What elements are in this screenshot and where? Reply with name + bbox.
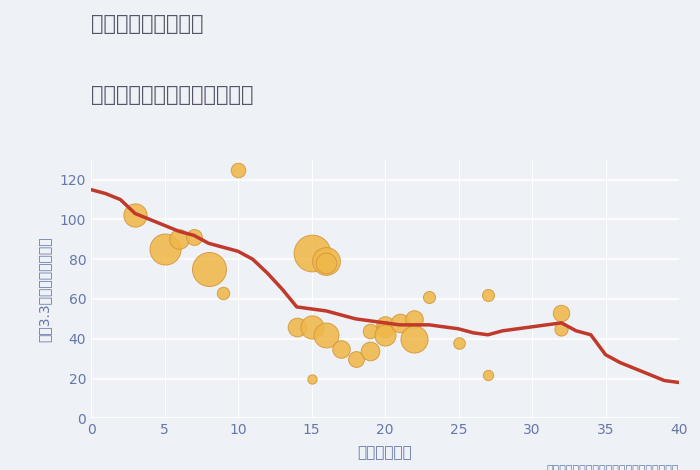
Point — [321, 259, 332, 267]
Point — [306, 323, 317, 330]
Point — [379, 331, 391, 338]
Point — [365, 327, 376, 335]
Point — [159, 245, 170, 253]
Text: 築年数別中古マンション価格: 築年数別中古マンション価格 — [91, 85, 253, 105]
X-axis label: 築年数（年）: 築年数（年） — [358, 446, 412, 461]
Point — [379, 321, 391, 329]
Point — [321, 258, 332, 265]
Point — [365, 347, 376, 354]
Point — [482, 291, 493, 299]
Point — [335, 345, 346, 352]
Point — [306, 250, 317, 257]
Point — [409, 335, 420, 343]
Point — [424, 293, 435, 301]
Point — [306, 375, 317, 382]
Point — [188, 234, 199, 241]
Point — [453, 339, 464, 346]
Point — [174, 235, 185, 243]
Point — [291, 323, 302, 330]
Text: 円の大きさは、取引のあった物件面積を示す: 円の大きさは、取引のあった物件面積を示す — [547, 465, 679, 470]
Point — [482, 371, 493, 378]
Point — [218, 289, 229, 297]
Point — [232, 166, 244, 173]
Point — [556, 309, 567, 317]
Y-axis label: 坪（3.3㎡）単価（万円）: 坪（3.3㎡）単価（万円） — [37, 236, 51, 342]
Point — [350, 355, 361, 362]
Point — [409, 315, 420, 322]
Point — [394, 319, 405, 327]
Point — [321, 331, 332, 338]
Point — [379, 325, 391, 333]
Point — [130, 212, 141, 219]
Point — [556, 325, 567, 333]
Text: 愛知県稲沢市緑町の: 愛知県稲沢市緑町の — [91, 14, 204, 34]
Point — [203, 266, 214, 273]
